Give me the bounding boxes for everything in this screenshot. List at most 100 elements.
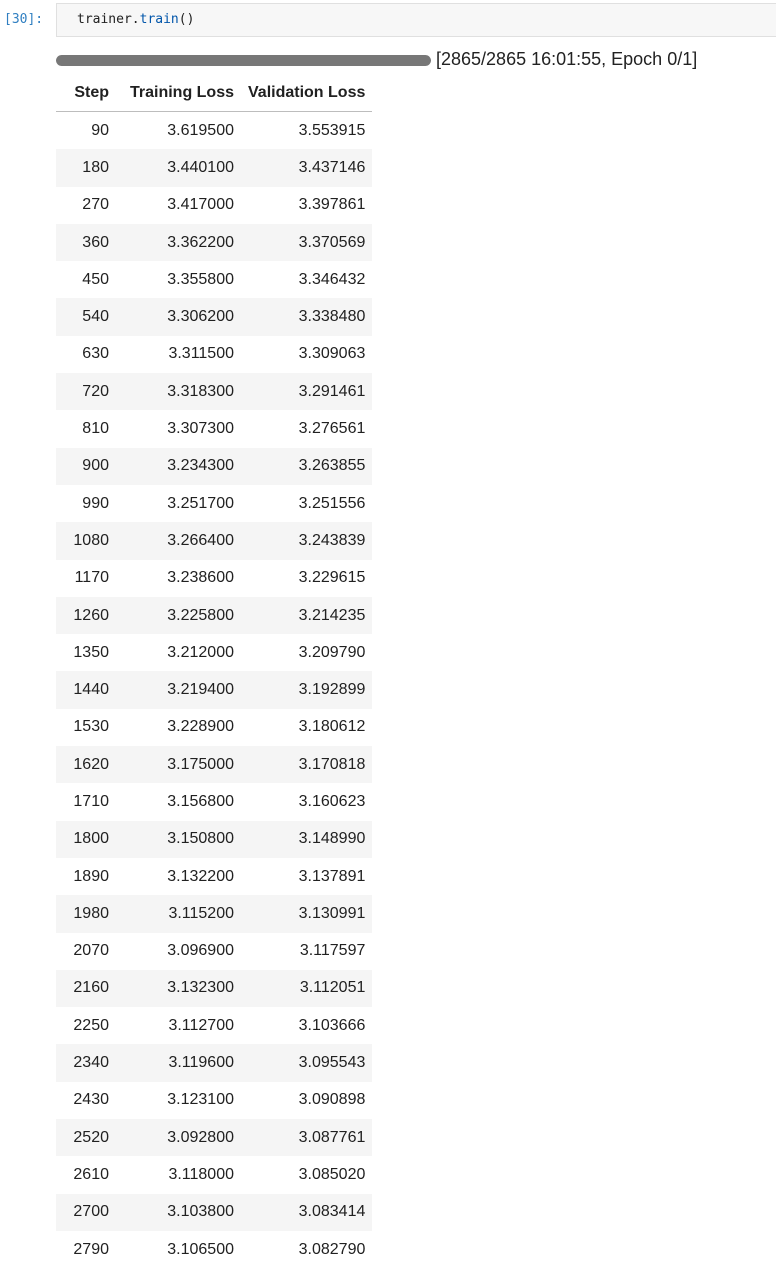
cell-step: 1440 bbox=[56, 671, 116, 708]
cell-training-loss: 3.156800 bbox=[116, 783, 241, 820]
cell-training-loss: 3.123100 bbox=[116, 1082, 241, 1119]
cell-training-loss: 3.307300 bbox=[116, 410, 241, 447]
cell-training-loss: 3.118000 bbox=[116, 1156, 241, 1193]
cell-step: 2520 bbox=[56, 1119, 116, 1156]
cell-validation-loss: 3.148990 bbox=[241, 821, 372, 858]
cell-step: 1350 bbox=[56, 634, 116, 671]
cell-validation-loss: 3.087761 bbox=[241, 1119, 372, 1156]
cell-validation-loss: 3.370569 bbox=[241, 224, 372, 261]
cell-step: 990 bbox=[56, 485, 116, 522]
cell-step: 1530 bbox=[56, 709, 116, 746]
cell-step: 630 bbox=[56, 336, 116, 373]
cell-validation-loss: 3.346432 bbox=[241, 261, 372, 298]
cell-validation-loss: 3.112051 bbox=[241, 970, 372, 1007]
header-step: Step bbox=[56, 74, 116, 112]
cell-step: 1890 bbox=[56, 858, 116, 895]
header-training-loss: Training Loss bbox=[116, 74, 241, 112]
cell-training-loss: 3.355800 bbox=[116, 261, 241, 298]
code-dot: . bbox=[132, 12, 140, 27]
cell-training-loss: 3.362200 bbox=[116, 224, 241, 261]
cell-validation-loss: 3.082790 bbox=[241, 1231, 372, 1268]
cell-validation-loss: 3.130991 bbox=[241, 895, 372, 932]
cell-step: 1980 bbox=[56, 895, 116, 932]
cell-step: 450 bbox=[56, 261, 116, 298]
cell-step: 90 bbox=[56, 112, 116, 150]
cell-training-loss: 3.251700 bbox=[116, 485, 241, 522]
code-call: () bbox=[179, 12, 195, 27]
cell-step: 1620 bbox=[56, 746, 116, 783]
cell-validation-loss: 3.170818 bbox=[241, 746, 372, 783]
cell-step: 900 bbox=[56, 448, 116, 485]
cell-validation-loss: 3.180612 bbox=[241, 709, 372, 746]
cell-training-loss: 3.306200 bbox=[116, 298, 241, 335]
cell-step: 2160 bbox=[56, 970, 116, 1007]
cell-step: 2430 bbox=[56, 1082, 116, 1119]
cell-training-loss: 3.132300 bbox=[116, 970, 241, 1007]
cell-validation-loss: 3.117597 bbox=[241, 933, 372, 970]
cell-training-loss: 3.219400 bbox=[116, 671, 241, 708]
progress-status-text: [2865/2865 16:01:55, Epoch 0/1] bbox=[436, 49, 697, 70]
cell-training-loss: 3.092800 bbox=[116, 1119, 241, 1156]
cell-step: 540 bbox=[56, 298, 116, 335]
code-input-area[interactable]: trainer.train() bbox=[56, 3, 776, 37]
cell-training-loss: 3.417000 bbox=[116, 187, 241, 224]
cell-step: 2790 bbox=[56, 1231, 116, 1268]
cell-step: 180 bbox=[56, 149, 116, 186]
cell-step: 810 bbox=[56, 410, 116, 447]
cell-training-loss: 3.440100 bbox=[116, 149, 241, 186]
cell-validation-loss: 3.083414 bbox=[241, 1194, 372, 1231]
cell-training-loss: 3.238600 bbox=[116, 560, 241, 597]
progress-bar bbox=[56, 55, 431, 66]
cell-validation-loss: 3.160623 bbox=[241, 783, 372, 820]
cell-validation-loss: 3.214235 bbox=[241, 597, 372, 634]
cell-step: 360 bbox=[56, 224, 116, 261]
cell-training-loss: 3.112700 bbox=[116, 1007, 241, 1044]
cell-training-loss: 3.115200 bbox=[116, 895, 241, 932]
cell-training-loss: 3.132200 bbox=[116, 858, 241, 895]
cell-training-loss: 3.318300 bbox=[116, 373, 241, 410]
cell-validation-loss: 3.309063 bbox=[241, 336, 372, 373]
cell-step: 1800 bbox=[56, 821, 116, 858]
code-object: trainer bbox=[77, 12, 132, 27]
cell-step: 1260 bbox=[56, 597, 116, 634]
cell-step: 2070 bbox=[56, 933, 116, 970]
cell-validation-loss: 3.291461 bbox=[241, 373, 372, 410]
cell-validation-loss: 3.209790 bbox=[241, 634, 372, 671]
cell-training-loss: 3.103800 bbox=[116, 1194, 241, 1231]
cell-step: 2340 bbox=[56, 1044, 116, 1081]
cell-step: 1080 bbox=[56, 522, 116, 559]
cell-validation-loss: 3.090898 bbox=[241, 1082, 372, 1119]
cell-validation-loss: 3.137891 bbox=[241, 858, 372, 895]
cell-validation-loss: 3.229615 bbox=[241, 560, 372, 597]
cell-step: 1710 bbox=[56, 783, 116, 820]
cell-training-loss: 3.311500 bbox=[116, 336, 241, 373]
cell-validation-loss: 3.276561 bbox=[241, 410, 372, 447]
cell-validation-loss: 3.263855 bbox=[241, 448, 372, 485]
